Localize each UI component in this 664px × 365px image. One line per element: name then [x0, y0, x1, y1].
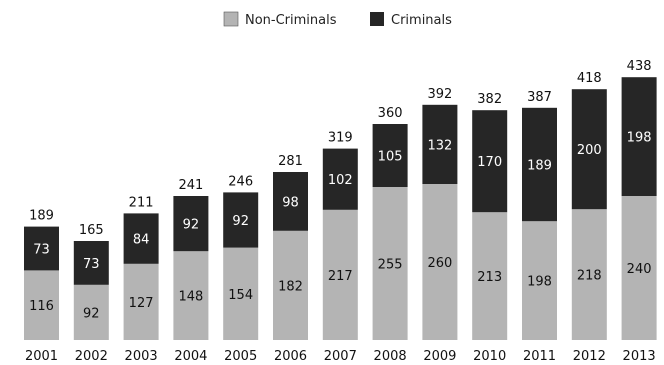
- x-tick-label-2003: 2003: [125, 349, 158, 364]
- x-tick-label-2005: 2005: [224, 349, 257, 364]
- x-tick-label-2006: 2006: [274, 349, 307, 364]
- bar-criminals-2003: [123, 213, 159, 264]
- bar-non-criminals-2010: [472, 212, 508, 340]
- x-axis: 2001 2002 2003 2004 2005 2006 2007 2008 2009 2010…: [25, 349, 656, 364]
- data-label-total-2012: 418: [577, 71, 602, 86]
- data-label-criminals-2013: 198: [627, 131, 652, 146]
- bar-criminals-2012: [571, 89, 607, 210]
- data-label-total-2002: 165: [79, 223, 104, 238]
- x-tick-label-2001: 2001: [25, 349, 58, 364]
- bar-non-criminals-2001: [24, 270, 59, 340]
- data-label-criminals-2007: 102: [328, 173, 353, 188]
- data-label-criminals-2009: 132: [427, 138, 452, 153]
- data-label-non-criminals-2013: 240: [627, 262, 652, 277]
- data-label-criminals-2002: 73: [83, 257, 100, 272]
- bar-criminals-2004: [173, 196, 209, 252]
- data-label-total-2004: 241: [178, 178, 203, 193]
- x-tick-label-2009: 2009: [423, 349, 456, 364]
- legend-label-non-criminals: Non-Criminals: [245, 13, 337, 28]
- bar-criminals-2009: [422, 104, 458, 184]
- bar-non-criminals-2004: [173, 251, 209, 340]
- legend-swatch-criminals: [370, 12, 384, 26]
- data-label-criminals-2001: 73: [33, 243, 50, 258]
- data-label-non-criminals-2004: 148: [178, 290, 203, 305]
- x-tick-label-2010: 2010: [473, 349, 506, 364]
- data-label-criminals-2003: 84: [133, 233, 150, 248]
- bar-non-criminals-2013: [621, 196, 657, 340]
- legend: Non-Criminals Criminals: [223, 11, 452, 28]
- data-label-non-criminals-2005: 154: [228, 288, 253, 303]
- legend-label-criminals: Criminals: [391, 13, 452, 28]
- x-tick-label-2004: 2004: [174, 349, 207, 364]
- data-label-non-criminals-2010: 213: [477, 270, 502, 285]
- data-label-non-criminals-2011: 198: [527, 275, 552, 290]
- bar-non-criminals-2003: [123, 263, 159, 340]
- x-tick-label-2008: 2008: [374, 349, 407, 364]
- data-label-criminals-2012: 200: [577, 143, 602, 158]
- data-label-non-criminals-2001: 116: [29, 299, 54, 314]
- legend-swatch-non-criminals: [223, 11, 239, 27]
- x-tick-label-2002: 2002: [75, 349, 108, 364]
- data-label-total-2011: 387: [527, 90, 552, 105]
- data-label-criminals-2011: 189: [527, 159, 552, 174]
- bar-criminals-2002: [73, 241, 109, 285]
- bar-criminals-2008: [372, 124, 408, 187]
- bar-criminals-2013: [621, 77, 657, 196]
- x-tick-label-2007: 2007: [324, 349, 357, 364]
- bar-non-criminals-2011: [522, 221, 557, 340]
- bar-criminals-2010: [472, 110, 508, 213]
- data-label-non-criminals-2008: 255: [378, 258, 403, 273]
- data-label-criminals-2004: 92: [183, 218, 200, 233]
- data-label-non-criminals-2012: 218: [577, 269, 602, 284]
- data-label-criminals-2008: 105: [378, 150, 403, 165]
- bar-non-criminals-2012: [571, 209, 607, 340]
- data-label-non-criminals-2006: 182: [278, 279, 303, 294]
- data-label-total-2009: 392: [427, 87, 452, 102]
- bar-non-criminals-2005: [223, 247, 259, 340]
- bar-non-criminals-2008: [372, 187, 408, 340]
- x-tick-label-2012: 2012: [573, 349, 606, 364]
- data-label-total-2010: 382: [477, 92, 502, 107]
- data-label-non-criminals-2009: 260: [427, 256, 452, 271]
- data-label-total-2005: 246: [228, 174, 253, 189]
- bar-criminals-2005: [223, 192, 259, 248]
- bars-group: 116 73 189 92 73 165 127 84 211 148 92 241 154 92 246 1…: [24, 59, 657, 340]
- data-label-total-2003: 211: [129, 195, 154, 210]
- data-label-total-2001: 189: [29, 209, 54, 224]
- data-label-non-criminals-2007: 217: [328, 269, 353, 284]
- data-label-total-2006: 281: [278, 154, 303, 169]
- data-label-total-2007: 319: [328, 131, 353, 146]
- bar-non-criminals-2006: [273, 230, 308, 340]
- x-tick-label-2011: 2011: [523, 349, 556, 364]
- x-tick-label-2013: 2013: [623, 349, 656, 364]
- bar-non-criminals-2002: [73, 284, 109, 340]
- bar-criminals-2001: [24, 226, 59, 271]
- data-label-non-criminals-2003: 127: [129, 296, 154, 311]
- bar-non-criminals-2007: [322, 209, 358, 340]
- data-label-criminals-2010: 170: [477, 155, 502, 170]
- bar-criminals-2006: [273, 172, 308, 231]
- data-label-non-criminals-2002: 92: [83, 306, 100, 321]
- data-label-criminals-2006: 98: [282, 195, 299, 210]
- data-label-criminals-2005: 92: [232, 214, 249, 229]
- bar-non-criminals-2009: [422, 184, 458, 340]
- data-label-total-2008: 360: [378, 106, 403, 121]
- bar-criminals-2011: [522, 107, 557, 222]
- bar-criminals-2007: [322, 148, 358, 210]
- data-label-total-2013: 438: [627, 59, 652, 74]
